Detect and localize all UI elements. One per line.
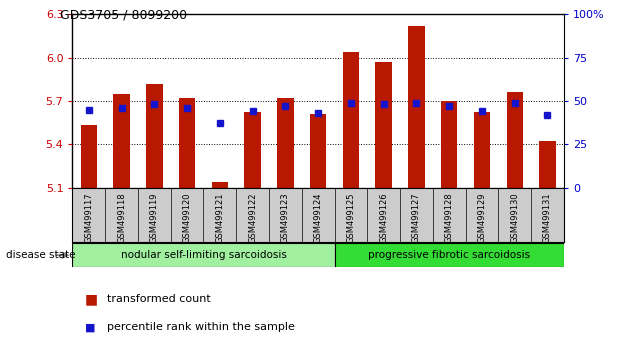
Text: GSM499117: GSM499117 xyxy=(84,192,93,242)
Bar xyxy=(474,113,490,188)
Text: GSM499118: GSM499118 xyxy=(117,192,126,242)
Bar xyxy=(146,84,163,188)
Text: disease state: disease state xyxy=(6,250,76,260)
Bar xyxy=(343,52,359,188)
Text: GSM499125: GSM499125 xyxy=(346,192,355,242)
Text: transformed count: transformed count xyxy=(107,294,211,304)
Text: GSM499124: GSM499124 xyxy=(314,192,323,242)
Bar xyxy=(375,62,392,188)
Bar xyxy=(244,113,261,188)
Bar xyxy=(81,125,97,188)
Text: progressive fibrotic sarcoidosis: progressive fibrotic sarcoidosis xyxy=(368,250,530,260)
Text: GSM499131: GSM499131 xyxy=(543,192,552,242)
Text: nodular self-limiting sarcoidosis: nodular self-limiting sarcoidosis xyxy=(120,250,287,260)
Bar xyxy=(212,182,228,188)
Text: GSM499120: GSM499120 xyxy=(183,192,192,242)
Bar xyxy=(441,101,457,188)
Text: GSM499128: GSM499128 xyxy=(445,192,454,242)
Text: GDS3705 / 8099200: GDS3705 / 8099200 xyxy=(60,9,187,22)
Text: GSM499130: GSM499130 xyxy=(510,192,519,242)
Text: GSM499123: GSM499123 xyxy=(281,192,290,242)
Text: percentile rank within the sample: percentile rank within the sample xyxy=(107,322,295,332)
Bar xyxy=(179,98,195,188)
Text: GSM499121: GSM499121 xyxy=(215,192,224,242)
Bar xyxy=(113,94,130,188)
Bar xyxy=(539,141,556,188)
Text: GSM499126: GSM499126 xyxy=(379,192,388,242)
Text: ■: ■ xyxy=(85,292,98,306)
Bar xyxy=(310,114,326,188)
Text: ■: ■ xyxy=(85,322,96,332)
Bar xyxy=(408,26,425,188)
Bar xyxy=(335,243,564,267)
Bar xyxy=(507,92,523,188)
Text: GSM499122: GSM499122 xyxy=(248,192,257,242)
Bar xyxy=(72,243,335,267)
Text: GSM499127: GSM499127 xyxy=(412,192,421,242)
Text: GSM499129: GSM499129 xyxy=(478,192,486,242)
Bar xyxy=(277,98,294,188)
Text: GSM499119: GSM499119 xyxy=(150,192,159,242)
